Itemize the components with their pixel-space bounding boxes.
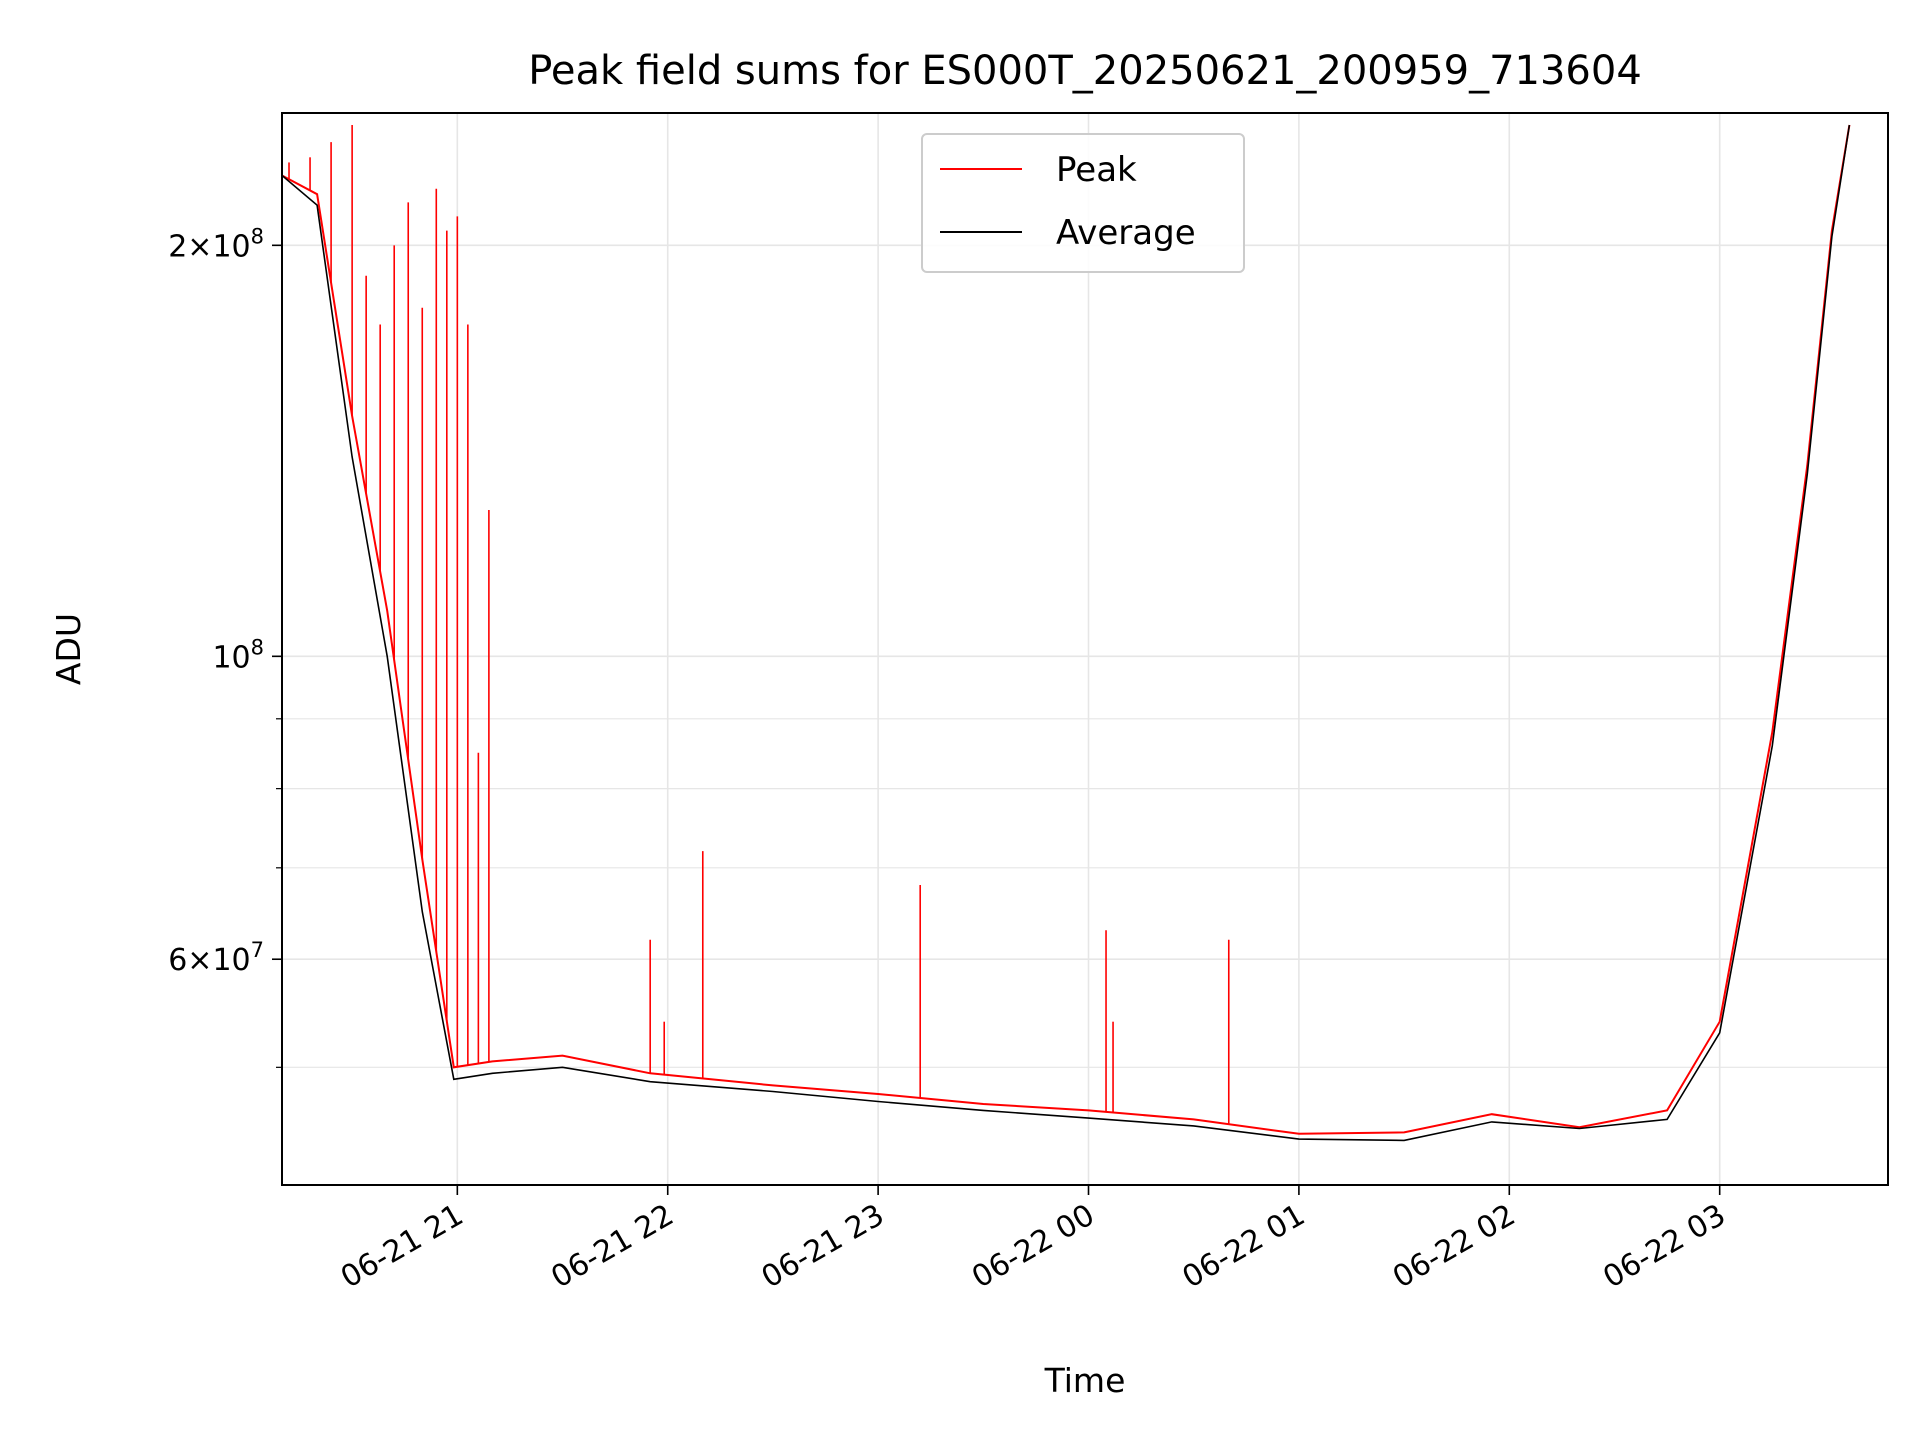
y-axis-label: ADU: [49, 613, 88, 685]
plot-frame: [281, 112, 1889, 1186]
y-tick-label: 108: [212, 635, 264, 675]
x-axis-label: Time: [1044, 1361, 1126, 1400]
legend: Peak Average: [921, 133, 1245, 273]
legend-label: Average: [1056, 213, 1196, 253]
y-tick-label: 2×108: [168, 224, 264, 264]
y-tick-label: 6×107: [168, 938, 264, 978]
series-layer: [282, 124, 1851, 1142]
average-series-line: [282, 124, 1851, 1142]
grid-lines: [282, 113, 1888, 1185]
chart-title: Peak field sums for ES000T_20250621_2009…: [528, 48, 1642, 94]
peak-series-line: [282, 124, 1851, 1135]
legend-label: Peak: [1056, 150, 1137, 190]
